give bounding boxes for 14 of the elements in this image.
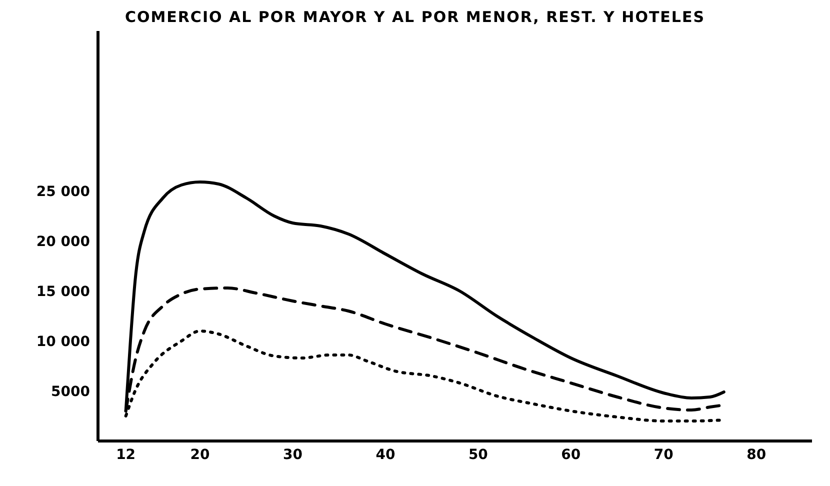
- x-tick-label: 12: [116, 446, 136, 463]
- x-tick-label: 20: [190, 446, 210, 463]
- y-tick-label: 20 000: [36, 234, 90, 250]
- chart-title: COMERCIO AL POR MAYOR Y AL POR MENOR, REST. Y HOTELES: [124, 8, 706, 26]
- x-tick-label: 30: [282, 446, 303, 463]
- x-tick-label: 80: [746, 446, 766, 463]
- x-tick-label: 40: [376, 446, 396, 463]
- y-tick-label: 5000: [51, 384, 90, 400]
- x-tick-label: 70: [654, 446, 674, 463]
- x-tick-label: 60: [561, 446, 581, 463]
- y-tick-label: 15 000: [36, 284, 90, 300]
- x-tick-label: 50: [468, 446, 488, 463]
- y-tick-label: 25 000: [36, 184, 90, 200]
- y-tick-label: 10 000: [36, 334, 90, 350]
